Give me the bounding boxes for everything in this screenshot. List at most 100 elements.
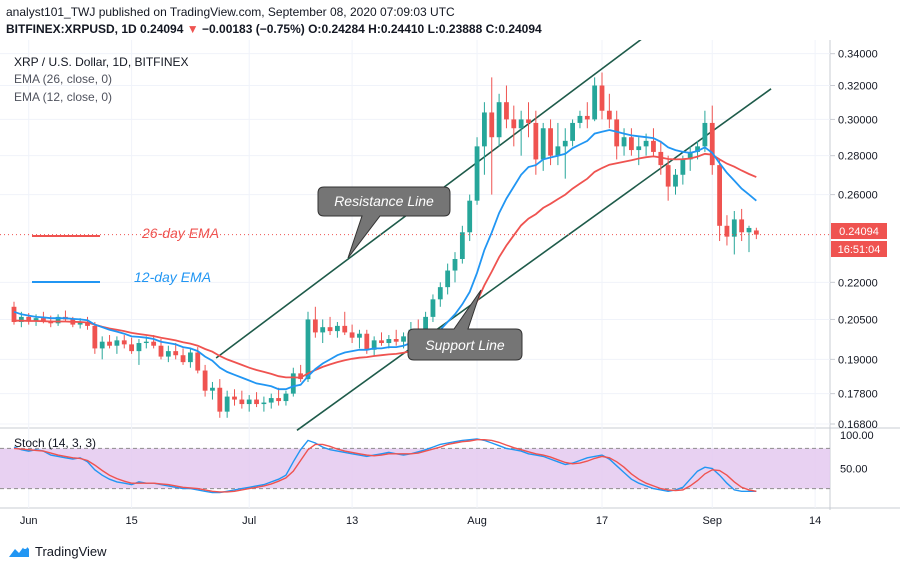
ema-lines <box>0 129 830 391</box>
price-axis: 0.34000 0.32000 0.30000 0.28000 0.26000 0.220… <box>830 49 878 431</box>
candle-up <box>357 333 362 338</box>
candle-up <box>430 299 436 317</box>
resistance-callout <box>317 186 451 259</box>
candle-down <box>526 119 531 123</box>
candle-down <box>393 339 399 342</box>
last-price-tag-text: 0.24094 <box>839 226 879 238</box>
candle-down <box>11 306 17 323</box>
candle-up <box>518 119 524 129</box>
candle-up <box>577 115 583 123</box>
candle-up <box>320 327 326 333</box>
candle-down <box>129 344 134 352</box>
candle-up <box>643 140 649 147</box>
time-tick-label: 13 <box>346 515 358 527</box>
candle-down <box>298 373 304 380</box>
candle-up <box>268 398 274 403</box>
candle-up <box>210 387 215 391</box>
low-value: 0.23888 <box>438 22 483 36</box>
candle-up <box>188 352 193 363</box>
candle-up <box>592 85 598 120</box>
support-line <box>296 88 772 431</box>
price-tick-label: 0.28000 <box>838 151 878 163</box>
candle-down <box>232 396 237 400</box>
candle-up <box>246 399 252 405</box>
candle-down <box>26 316 32 321</box>
candle-down <box>606 110 612 120</box>
candle-up <box>445 270 451 288</box>
candle-down <box>217 387 223 412</box>
candle-up <box>283 393 289 402</box>
candle-down <box>651 140 656 152</box>
close-label: C: <box>485 22 499 36</box>
legend-ema26: EMA (26, close, 0) <box>14 72 112 86</box>
candle-up <box>290 373 296 394</box>
brand-name: TradingView <box>35 543 107 559</box>
price-tick-label: 0.32000 <box>838 81 878 93</box>
ema26-line <box>14 152 757 379</box>
candle-down <box>349 332 355 338</box>
ema26-annotation: 26-day EMA <box>141 225 219 241</box>
candle-up <box>746 227 752 233</box>
candle-down <box>614 119 620 147</box>
stoch-k-line <box>13 438 757 494</box>
candle-down <box>276 398 281 402</box>
candle-down <box>533 122 539 160</box>
candle-up <box>386 339 392 344</box>
candle-down <box>511 119 517 129</box>
candle-down <box>239 399 245 405</box>
price-tick-label: 0.19000 <box>838 354 878 366</box>
time-tick-label: Jul <box>242 515 256 527</box>
price-tick-label: 0.17800 <box>838 389 878 401</box>
last-price-tag <box>831 223 887 239</box>
price-tick-label: 0.20500 <box>838 314 878 326</box>
stoch-tick-label: 50.00 <box>840 464 868 476</box>
candle-down <box>342 325 348 333</box>
candle-up <box>540 128 546 160</box>
price-chart[interactable]: 100.00 50.00 0.34000 0.32000 0.30000 0.28000… <box>0 40 900 530</box>
candle-down <box>173 351 179 356</box>
candle-up <box>673 174 678 187</box>
legend-title: XRP / U.S. Dollar, 1D, BITFINEX <box>14 55 189 69</box>
candle-down <box>599 85 605 111</box>
high-value: 0.24410 <box>380 22 425 36</box>
support-callout <box>407 289 523 361</box>
candle-down <box>584 115 590 120</box>
stoch-tick-label: 100.00 <box>840 430 874 442</box>
candle-up <box>224 396 230 412</box>
candle-up <box>18 316 24 323</box>
candle-down <box>41 318 46 321</box>
symbol: BITFINEX:XRPUSD, 1D <box>6 22 137 36</box>
candle-up <box>136 343 142 352</box>
time-tick-label: Jun <box>20 515 38 527</box>
stoch-pane: 100.00 50.00 <box>0 430 874 494</box>
tradingview-brand[interactable]: TradingView <box>8 543 107 559</box>
candle-up <box>401 336 406 342</box>
candle-up <box>687 151 693 160</box>
candle-down <box>739 219 745 233</box>
candle-up <box>423 316 428 333</box>
last-price: 0.24094 <box>140 22 184 36</box>
candle-down <box>753 230 759 235</box>
candle-down <box>379 340 384 344</box>
price-tick-label: 0.26000 <box>838 190 878 202</box>
countdown-tag <box>831 241 887 257</box>
candle-up <box>467 200 473 233</box>
publish-info: analyst101_TWJ published on TradingView.… <box>6 5 455 19</box>
candle-up <box>437 287 443 300</box>
legend-ema12: EMA (12, close, 0) <box>14 90 112 104</box>
plot-background <box>0 40 830 508</box>
stoch-d-line <box>13 439 757 493</box>
open-label: O: <box>308 22 322 36</box>
candle-down <box>717 165 722 226</box>
time-axis: Jun 15 Jul 13 Aug 17 Sep 14 <box>20 515 821 527</box>
candle-up <box>555 146 561 156</box>
low-label: L: <box>427 22 439 36</box>
candle-down <box>158 345 164 357</box>
candle-down <box>327 327 333 332</box>
candle-down <box>312 319 318 333</box>
candle-up <box>371 340 377 350</box>
close-value: 0.24094 <box>498 22 542 36</box>
candle-up <box>261 402 267 405</box>
candle-down <box>709 122 715 166</box>
